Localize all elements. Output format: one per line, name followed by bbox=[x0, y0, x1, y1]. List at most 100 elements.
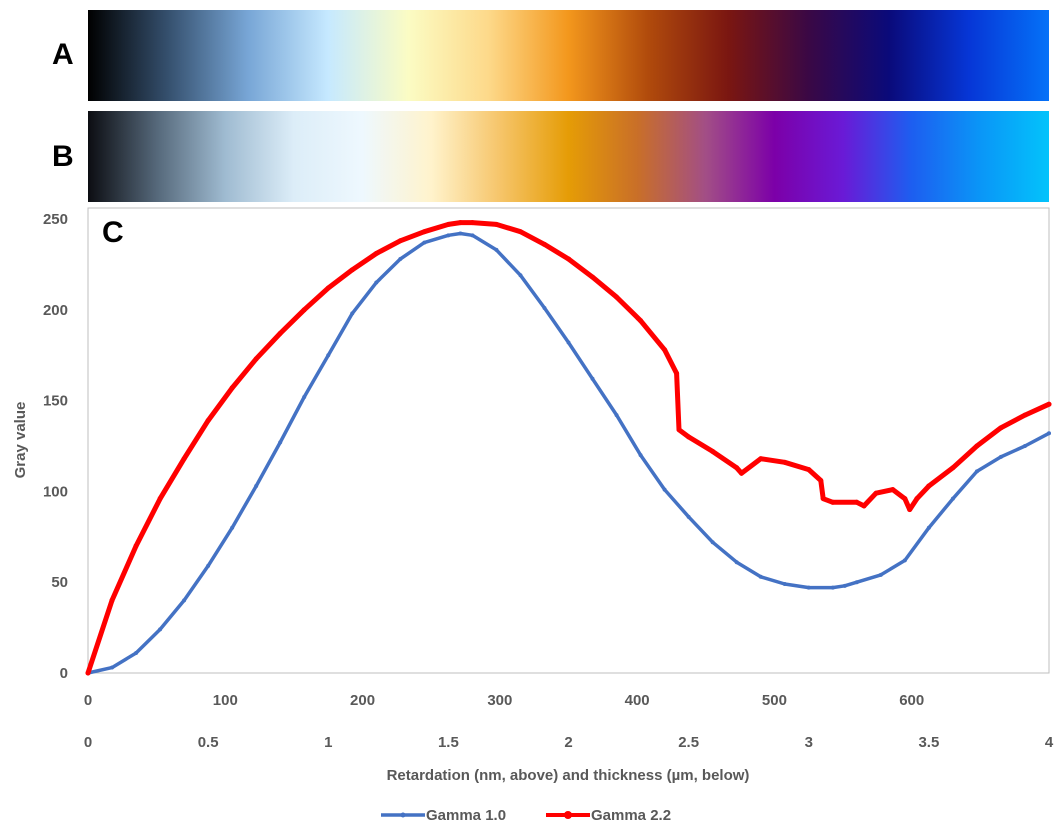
series-line bbox=[86, 231, 1051, 675]
x-axis-ticks-top: 0 100 200 300 400 500 600 bbox=[84, 692, 924, 709]
x-tick-label-bottom: 3 bbox=[805, 734, 813, 751]
panel-label-a: A bbox=[52, 38, 74, 71]
data-point bbox=[182, 598, 187, 603]
data-point bbox=[907, 507, 913, 513]
data-point bbox=[830, 499, 836, 505]
data-point bbox=[566, 340, 571, 345]
data-point bbox=[758, 574, 763, 579]
data-point bbox=[493, 221, 499, 227]
x-tick-label-top: 200 bbox=[350, 692, 375, 709]
data-point bbox=[998, 425, 1004, 431]
data-point bbox=[873, 490, 879, 496]
data-point bbox=[998, 454, 1003, 459]
data-point bbox=[517, 229, 523, 235]
data-point bbox=[902, 558, 907, 563]
data-point bbox=[458, 231, 463, 236]
y-axis-ticks: 0 50 100 150 200 250 bbox=[43, 211, 68, 682]
data-point bbox=[134, 651, 139, 656]
legend-marker bbox=[564, 811, 572, 819]
data-point bbox=[710, 448, 716, 454]
data-point bbox=[349, 267, 355, 273]
x-tick-label-bottom: 1 bbox=[324, 734, 332, 751]
data-point bbox=[1047, 431, 1051, 436]
data-point bbox=[734, 560, 739, 565]
panel-label-c: C bbox=[102, 216, 124, 249]
data-point bbox=[782, 582, 787, 587]
y-tick-label: 250 bbox=[43, 211, 68, 228]
data-point bbox=[541, 241, 547, 247]
data-point bbox=[926, 483, 932, 489]
data-point bbox=[277, 330, 283, 336]
data-point bbox=[457, 220, 463, 226]
data-point bbox=[253, 356, 259, 362]
y-tick-label: 150 bbox=[43, 393, 68, 410]
data-point bbox=[158, 627, 163, 632]
data-point bbox=[676, 427, 682, 433]
legend: Gamma 1.0 Gamma 2.2 bbox=[381, 807, 671, 824]
data-point bbox=[302, 394, 307, 399]
x-tick-label-top: 100 bbox=[213, 692, 238, 709]
data-point bbox=[326, 353, 331, 358]
data-point bbox=[110, 665, 115, 670]
data-point bbox=[806, 467, 812, 473]
data-point bbox=[445, 221, 451, 227]
data-point bbox=[469, 220, 475, 226]
y-tick-label: 100 bbox=[43, 483, 68, 500]
data-point bbox=[373, 251, 379, 257]
data-point bbox=[254, 483, 259, 488]
data-point bbox=[230, 525, 235, 530]
data-point bbox=[662, 487, 667, 492]
data-point bbox=[181, 456, 187, 462]
legend-marker bbox=[400, 812, 406, 818]
data-point bbox=[397, 238, 403, 244]
data-point bbox=[374, 280, 379, 285]
data-point bbox=[782, 459, 788, 465]
data-point bbox=[85, 670, 91, 676]
data-point bbox=[1022, 444, 1027, 448]
data-point bbox=[758, 456, 764, 462]
data-point bbox=[301, 307, 307, 313]
data-point bbox=[133, 543, 139, 549]
data-point bbox=[974, 443, 980, 449]
data-point bbox=[974, 469, 979, 474]
data-point bbox=[470, 233, 475, 238]
plot-area-frame bbox=[87, 207, 1050, 674]
y-tick-label: 0 bbox=[60, 665, 68, 682]
data-point bbox=[278, 440, 283, 445]
x-tick-label-bottom: 0 bbox=[84, 734, 92, 751]
data-point bbox=[710, 540, 715, 545]
colormap-strip-b bbox=[88, 111, 1049, 202]
data-point bbox=[674, 370, 680, 376]
data-point bbox=[854, 580, 859, 585]
x-tick-label-bottom: 1.5 bbox=[438, 734, 459, 751]
data-point bbox=[638, 453, 643, 458]
data-point bbox=[614, 413, 619, 418]
x-tick-label-top: 0 bbox=[84, 692, 92, 709]
data-point bbox=[542, 305, 547, 310]
data-point bbox=[109, 597, 115, 603]
data-point bbox=[350, 311, 355, 316]
x-axis-ticks-bottom: 0 0.5 1 1.5 2 2.5 3 3.5 4 bbox=[84, 734, 1054, 751]
data-point bbox=[398, 256, 403, 261]
data-point bbox=[890, 487, 896, 493]
data-point bbox=[854, 499, 860, 505]
data-point bbox=[590, 376, 595, 381]
y-axis-title: Gray value bbox=[12, 402, 29, 479]
y-tick-label: 50 bbox=[51, 574, 68, 591]
data-point bbox=[421, 229, 427, 235]
data-point bbox=[518, 273, 523, 278]
data-point bbox=[662, 347, 668, 353]
data-point bbox=[638, 318, 644, 324]
data-point bbox=[950, 465, 956, 471]
data-point bbox=[914, 496, 920, 502]
data-point bbox=[157, 496, 163, 502]
x-tick-label-top: 600 bbox=[899, 692, 924, 709]
data-point bbox=[686, 514, 691, 519]
series-group bbox=[85, 220, 1052, 676]
data-point bbox=[878, 572, 883, 577]
panel-label-b: B bbox=[52, 140, 74, 173]
colormap-strip-a bbox=[88, 10, 1049, 101]
legend-label: Gamma 1.0 bbox=[426, 807, 506, 824]
data-point bbox=[590, 274, 596, 280]
x-tick-label-bottom: 3.5 bbox=[918, 734, 939, 751]
